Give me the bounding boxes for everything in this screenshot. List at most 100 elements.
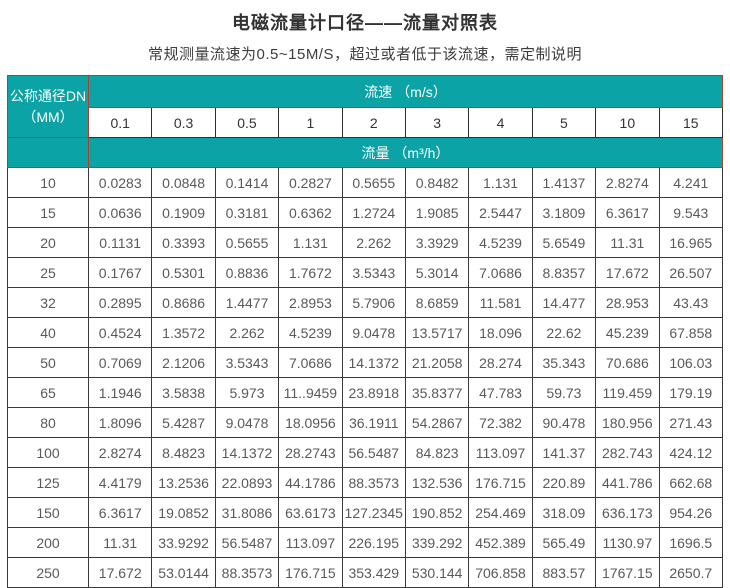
flow-value-cell: 22.0893 [214, 467, 280, 498]
flow-value-cell: 19.0852 [151, 497, 216, 528]
flow-value-cell: 176.715 [468, 467, 533, 498]
velocity-column-header: 4 [468, 107, 533, 138]
flow-value-cell: 1.131 [278, 227, 343, 258]
flow-value-cell: 8.6859 [404, 287, 470, 318]
table-row: 100 2.8274 8.4823 14.1372 28.2743 56.5487 84.8… [7, 437, 724, 468]
flow-value-cell: 2.262 [341, 227, 406, 258]
flow-value-cell: 26.507 [658, 257, 724, 288]
flow-value-cell: 176.715 [278, 557, 343, 588]
table-row: 15 0.0636 0.1909 0.3181 0.6362 1.2724 1.9085 2.… [7, 197, 724, 228]
flow-value-cell: 0.0636 [87, 197, 153, 228]
flow-value-cell: 1.131 [468, 167, 533, 198]
flow-value-cell: 271.43 [658, 407, 724, 438]
dn-cell: 100 [7, 437, 89, 468]
flow-value-cell: 2650.7 [658, 557, 724, 588]
flow-value-cell: 0.3393 [151, 227, 216, 258]
flow-value-cell: 0.6362 [278, 197, 343, 228]
flow-table-body: 公称通径DN （MM） 流速 （m/s） 0.1 0.3 0.5 1 2 3 4 5 10 15 … [7, 75, 724, 588]
flow-value-cell: 3.1809 [531, 197, 597, 228]
flow-value-cell: 0.4524 [87, 317, 153, 348]
flow-value-cell: 72.382 [468, 407, 533, 438]
flow-value-cell: 1.8096 [87, 407, 153, 438]
flow-value-cell: 636.173 [595, 497, 660, 528]
dn-cell: 10 [7, 167, 89, 198]
table-row: 32 0.2895 0.8686 1.4477 2.8953 5.7906 8.6859 11… [7, 287, 724, 318]
flow-value-cell: 8.8357 [531, 257, 597, 288]
flow-value-cell: 0.8836 [214, 257, 280, 288]
flow-value-cell: 113.097 [468, 437, 533, 468]
flow-value-cell: 2.5447 [468, 197, 533, 228]
dn-cell: 32 [7, 287, 89, 318]
dn-cell: 125 [7, 467, 89, 498]
flow-header-cell: 流量 （m³/h） [88, 137, 723, 168]
flow-value-cell: 3.5343 [214, 347, 280, 378]
flow-value-cell: 4.5239 [278, 317, 343, 348]
velocity-column-header: 0.5 [214, 107, 280, 138]
flow-value-cell: 13.5717 [404, 317, 470, 348]
flow-value-cell: 35.343 [531, 347, 597, 378]
corner-spacer-cell [7, 137, 89, 168]
dn-cell: 250 [7, 557, 89, 588]
flow-value-cell: 5.4287 [151, 407, 216, 438]
flow-value-cell: 2.8274 [87, 437, 153, 468]
flow-value-cell: 0.1131 [87, 227, 153, 258]
flow-value-cell: 179.19 [658, 377, 724, 408]
flow-value-cell: 16.965 [658, 227, 724, 258]
flow-value-cell: 3.5343 [341, 257, 406, 288]
table-row: 10 0.0283 0.0848 0.1414 0.2827 0.5655 0.8482 1.… [7, 167, 724, 198]
flow-value-cell: 0.2827 [278, 167, 343, 198]
flow-value-cell: 2.8274 [595, 167, 660, 198]
flow-value-cell: 13.2536 [151, 467, 216, 498]
flow-value-cell: 0.8686 [151, 287, 216, 318]
velocity-column-header: 0.1 [87, 107, 153, 138]
flow-value-cell: 0.1414 [214, 167, 280, 198]
flow-value-cell: 180.956 [595, 407, 660, 438]
table-row: 250 17.672 53.0144 88.3573 176.715 353.429 530… [7, 557, 724, 588]
flow-value-cell: 353.429 [341, 557, 406, 588]
flow-value-cell: 17.672 [595, 257, 660, 288]
flow-value-cell: 6.3617 [87, 497, 153, 528]
dn-corner-label-line2: （MM） [22, 108, 74, 125]
velocity-column-header: 10 [595, 107, 660, 138]
flow-value-cell: 441.786 [595, 467, 660, 498]
flow-value-cell: 22.62 [531, 317, 597, 348]
flow-value-cell: 0.5655 [214, 227, 280, 258]
flow-value-cell: 1.9085 [404, 197, 470, 228]
flow-value-cell: 141.37 [531, 437, 597, 468]
flow-value-cell: 5.973 [214, 377, 280, 408]
flow-value-cell: 565.49 [531, 527, 597, 558]
flow-value-cell: 9.0478 [214, 407, 280, 438]
flow-value-cell: 1130.97 [595, 527, 660, 558]
dn-cell: 65 [7, 377, 89, 408]
flow-value-cell: 7.0686 [278, 347, 343, 378]
flow-value-cell: 119.459 [595, 377, 660, 408]
velocity-header-row: 公称通径DN （MM） 流速 （m/s） [7, 75, 723, 138]
flow-value-cell: 9.0478 [341, 317, 406, 348]
flow-value-cell: 0.5301 [151, 257, 216, 288]
flow-value-cell: 2.8953 [278, 287, 343, 318]
flow-value-cell: 17.672 [87, 557, 153, 588]
table-row: 200 11.31 33.9292 56.5487 113.097 226.195 339.… [7, 527, 724, 558]
velocity-column-header: 1 [278, 107, 343, 138]
flow-value-cell: 190.852 [404, 497, 470, 528]
flow-value-cell: 0.8482 [404, 167, 470, 198]
flow-value-cell: 0.0283 [87, 167, 153, 198]
flow-value-cell: 45.239 [595, 317, 660, 348]
flow-value-cell: 56.5487 [214, 527, 280, 558]
flow-value-cell: 28.274 [468, 347, 533, 378]
flow-value-cell: 1696.5 [658, 527, 724, 558]
flow-value-cell: 954.26 [658, 497, 724, 528]
flow-value-cell: 318.09 [531, 497, 597, 528]
flow-value-cell: 3.5838 [151, 377, 216, 408]
velocity-column-header: 2 [341, 107, 406, 138]
table-row: 50 0.7069 2.1206 3.5343 7.0686 14.1372 21.2058… [7, 347, 724, 378]
velocity-column-header: 0.3 [151, 107, 216, 138]
flow-value-cell: 47.783 [468, 377, 533, 408]
flow-value-cell: 28.953 [595, 287, 660, 318]
flow-value-cell: 1767.15 [595, 557, 660, 588]
flow-value-cell: 67.858 [658, 317, 724, 348]
flow-value-cell: 36.1911 [341, 407, 406, 438]
flow-value-cell: 7.0686 [468, 257, 533, 288]
dn-cell: 40 [7, 317, 89, 348]
flow-value-cell: 113.097 [278, 527, 343, 558]
